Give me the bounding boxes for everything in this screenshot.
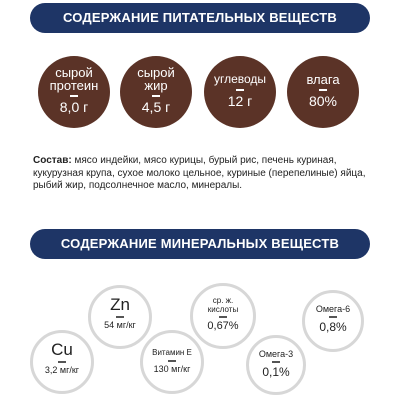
nutrient-label: влага [306,72,340,87]
separator-dash [152,95,160,97]
mineral-value: 0,8% [319,319,347,334]
nutrient-value: 4,5 г [141,99,171,115]
separator-dash [116,316,124,318]
nutrient-circle-moisture: влага 80% [287,56,359,128]
mineral-circle-vitamin-e: Витамин E 130 мг/кг [140,330,204,394]
composition-label: Состав: [33,155,72,166]
separator-dash [58,361,66,363]
nutrient-circle-protein: сырой протеин 8,0 г [38,56,110,128]
mineral-circle-zn: Zn 54 мг/кг [88,285,152,349]
mineral-circle-omega-3: Омега-3 0,1% [246,335,306,395]
mineral-circle-omega-6: Омега-6 0,8% [302,290,364,352]
mineral-value: 130 мг/кг [153,363,191,374]
separator-dash [319,89,327,91]
nutrient-value: 8,0 г [59,99,89,115]
separator-dash [168,360,176,362]
mineral-label: Cu [51,340,73,359]
mineral-value: 3,2 мг/кг [44,364,80,375]
mineral-circle-fatty-acids: ср. ж. кислоты 0,67% [190,283,256,349]
mineral-value: 0,1% [262,364,290,379]
nutrient-value: 12 г [227,93,253,109]
composition-text: Состав: мясо индейки, мясо курицы, бурый… [33,155,375,193]
mineral-label: ср. ж. кислоты [207,296,239,314]
mineral-label: Омега-6 [315,304,351,314]
separator-dash [272,361,280,363]
composition-ingredients: мясо индейки, мясо курицы, бурый рис, пе… [33,155,366,191]
separator-dash [70,95,78,97]
nutrient-label: сырой протеин [49,65,99,93]
mineral-label: Zn [110,295,130,314]
nutrient-circle-fat: сырой жир 4,5 г [120,56,192,128]
nutrient-label: углеводы [213,72,267,86]
separator-dash [329,316,337,318]
nutrient-value: 80% [308,93,338,109]
mineral-value: 54 мг/кг [104,319,136,330]
mineral-value: 0,67% [207,319,239,332]
separator-dash [219,316,227,318]
mineral-circle-cu: Cu 3,2 мг/кг [30,330,94,394]
mineral-label: Омега-3 [258,349,294,359]
minerals-title: СОДЕРЖАНИЕ МИНЕРАЛЬНЫХ ВЕЩЕСТВ [60,236,340,251]
nutrients-title-banner: СОДЕРЖАНИЕ ПИТАТЕЛЬНЫХ ВЕЩЕСТВ [30,3,370,33]
mineral-label: Витамин E [152,348,192,357]
nutrient-label: сырой жир [137,65,175,93]
minerals-title-banner: СОДЕРЖАНИЕ МИНЕРАЛЬНЫХ ВЕЩЕСТВ [30,229,370,259]
separator-dash [236,89,244,91]
nutrient-circle-carbs: углеводы 12 г [204,56,276,128]
nutrients-title: СОДЕРЖАНИЕ ПИТАТЕЛЬНЫХ ВЕЩЕСТВ [63,10,337,25]
